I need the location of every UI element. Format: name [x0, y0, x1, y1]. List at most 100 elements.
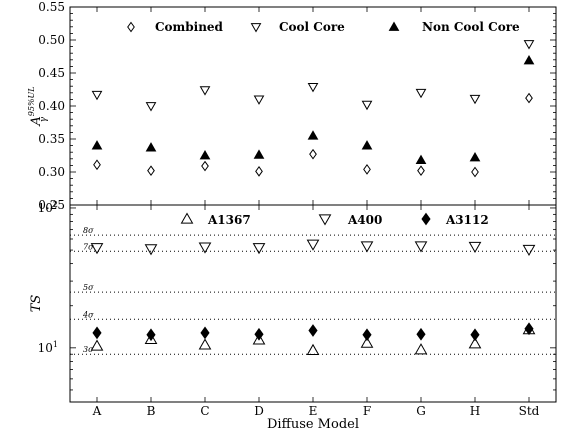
point-a400-f [360, 241, 374, 253]
point-non-cool-core-d [253, 149, 265, 159]
point-non-cool-core-h [469, 151, 481, 162]
point-combined-a [93, 159, 101, 171]
point-a1367-d [252, 333, 266, 345]
x-tick-label: F [363, 404, 371, 418]
point-combined-c [201, 160, 209, 172]
point-a1367-h [468, 337, 482, 349]
point-a400-d [252, 243, 266, 255]
legend-marker-combined [127, 21, 135, 33]
x-tick-label: B [147, 404, 156, 418]
legend-marker-a400 [318, 214, 332, 226]
point-a3112-d [254, 327, 264, 341]
point-non-cool-core-g [415, 154, 427, 164]
point-a400-std [522, 244, 536, 256]
y-tick-label: 0.50 [38, 33, 65, 47]
point-a400-c [198, 242, 212, 254]
point-cool-core-std [523, 40, 535, 50]
x-tick-label: H [470, 404, 480, 418]
point-a3112-std [524, 322, 534, 336]
sigma-label: 4σ [82, 310, 94, 319]
legend-label-cool-core: Cool Core [279, 20, 345, 34]
point-a400-g [414, 241, 428, 253]
point-cool-core-a [91, 90, 103, 101]
point-combined-h [471, 166, 479, 178]
point-a3112-f [362, 328, 372, 342]
ylabel-superscript: 95%UL [27, 86, 36, 116]
point-a3112-c [200, 326, 210, 340]
point-a400-e [306, 239, 320, 251]
point-cool-core-d [253, 95, 265, 105]
point-cool-core-c [199, 86, 211, 96]
y-tick-exponent: 2 [53, 200, 58, 209]
legend-label-non-cool-core: Non Cool Core [422, 20, 520, 34]
point-a1367-b [144, 332, 158, 344]
y-tick-base: 10 [38, 341, 53, 355]
point-a400-h [468, 241, 482, 254]
x-tick-label: C [200, 404, 209, 418]
legend-label-a1367: A1367 [207, 213, 251, 227]
x-axis-title: Diffuse Model [267, 417, 359, 432]
x-tick-label: Std [519, 404, 540, 418]
point-cool-core-b [145, 102, 157, 112]
sigma-label: 7σ [83, 242, 94, 251]
point-a3112-b [146, 328, 156, 342]
point-a3112-h [470, 328, 480, 342]
point-a1367-f [360, 336, 374, 348]
ylabel-subscript: γ [39, 116, 49, 122]
point-a400-a [90, 243, 104, 255]
point-combined-b [147, 165, 155, 177]
point-non-cool-core-f [361, 140, 373, 150]
y-tick-label: 0.30 [38, 165, 65, 179]
bottom-y-axis-title: TS [29, 295, 44, 313]
point-combined-g [417, 165, 425, 177]
bottom-plot-frame [69, 204, 557, 403]
point-a1367-e [306, 343, 320, 355]
point-cool-core-h [469, 94, 481, 105]
point-non-cool-core-std [523, 54, 535, 65]
sigma-label: 3σ [83, 345, 94, 354]
point-combined-std [525, 92, 533, 104]
y-tick-label: 0.45 [38, 66, 65, 80]
legend-label-a400: A400 [347, 213, 382, 227]
point-a3112-a [92, 326, 102, 340]
y-tick-label: 0.40 [38, 99, 65, 113]
y-tick-label: 101 [38, 340, 58, 355]
point-non-cool-core-e [307, 130, 319, 140]
legend-label-a3112: A3112 [445, 213, 489, 227]
legend-marker-cool-core [250, 23, 262, 33]
point-a1367-a [90, 339, 104, 351]
legend-marker-non-cool-core [388, 21, 400, 31]
y-tick-exponent: 1 [53, 340, 58, 349]
point-cool-core-g [415, 88, 427, 99]
point-cool-core-f [361, 100, 373, 111]
y-tick-label: 102 [38, 200, 58, 215]
legend-label-combined: Combined [155, 20, 224, 34]
point-combined-f [363, 164, 371, 175]
ylabel-main: A [29, 116, 44, 126]
sigma-label: 5σ [83, 283, 94, 292]
plot-frames [69, 6, 557, 403]
top-plot-frame [69, 6, 557, 206]
legend-marker-a3112 [421, 212, 431, 226]
y-tick-label: 0.25 [38, 198, 65, 212]
y-tick-base: 10 [38, 201, 53, 215]
y-tick-label: 0.55 [38, 0, 65, 14]
x-tick-label: A [92, 404, 102, 418]
legend-marker-a1367 [180, 212, 194, 224]
top-y-axis-title: A95%ULγ [27, 86, 49, 126]
top-panel: 0.25 0.30 0.35 0.40 0.45 0.50 0.55 A95%ULγ Combi… [27, 0, 556, 212]
point-cool-core-e [307, 82, 319, 93]
point-combined-e [309, 148, 317, 160]
point-a1367-c [198, 338, 212, 350]
point-non-cool-core-c [199, 149, 211, 160]
point-non-cool-core-a [91, 140, 103, 150]
point-a1367-g [414, 343, 428, 355]
y-tick-label: 0.35 [38, 132, 65, 146]
sigma-label: 8σ [83, 226, 94, 235]
x-tick-label: G [416, 404, 426, 418]
point-combined-d [255, 165, 263, 177]
point-a3112-g [416, 327, 426, 341]
point-a400-b [144, 244, 158, 256]
